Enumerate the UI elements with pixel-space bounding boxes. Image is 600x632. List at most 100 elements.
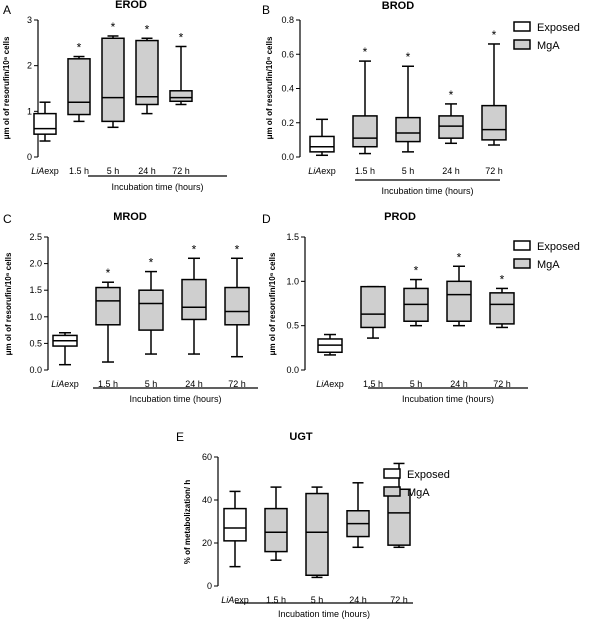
x-tick-label: 5 h [311,595,324,605]
x-axis-label: Incubation time (hours) [111,182,203,192]
box-24h: * [135,22,159,115]
box-1.5h [264,486,288,561]
y-axis-label: μm ol of resorufin/10⁶ cells [268,252,277,355]
box-iqr [169,90,193,103]
y-tick-label: 0.0 [286,365,299,375]
box-liaexp [52,332,78,366]
box-72h [387,462,411,549]
x-tick-label: 1.5 h [355,166,375,176]
box-iqr [309,135,335,153]
x-tick-label: 5 h [145,379,158,389]
box-iqr [360,285,386,329]
legend-label-exposed: Exposed [407,469,450,481]
y-tick-label: 0.0 [29,365,42,375]
y-tick-label: 20 [202,538,212,548]
significance-star: * [363,45,368,59]
chart-title: BROD [382,0,414,12]
chart-ugt: E UGT 0 20 40 60 % of metabolization/ h LiAexp 1… [176,430,450,619]
box-iqr [264,507,288,553]
x-tick-label: 72 h [493,379,511,389]
box-1.5h: * [67,41,91,123]
legend: Exposed MgA [513,21,580,52]
x-tick-label: 24 h [450,379,468,389]
panel-letter: C [3,212,12,226]
x-tick-label: LiAexp [221,595,249,605]
x-axis-label: Incubation time (hours) [381,186,473,196]
y-tick-label: 2.0 [29,259,42,269]
x-tick-label: 24 h [349,595,367,605]
x-axis-label: Incubation time (hours) [129,394,221,404]
box-liaexp [317,333,343,356]
box-24h: * [438,88,464,145]
box-5h [305,486,329,579]
x-tick-label: 1.5 h [363,379,383,389]
legend-label-mga: MgA [537,40,560,52]
y-axis-label: μm ol of resorufin/10⁶ cells [2,36,11,139]
significance-star: * [235,242,240,256]
panel-letter: E [176,430,184,444]
x-tick-label-italic: LiA [31,166,44,176]
x-tick-label-rest: exp [329,379,344,389]
legend-swatch-mga [513,258,531,269]
legend-label-exposed: Exposed [537,22,580,34]
x-tick-label: 5 h [402,166,415,176]
box-iqr [67,58,91,116]
box-iqr [138,289,164,331]
box-iqr [101,37,125,123]
box-iqr [352,115,378,148]
box-5h: * [138,256,164,355]
box-liaexp [33,101,57,142]
box-24h [346,482,370,549]
box-iqr [489,292,515,325]
y-tick-label: 1 [27,106,32,116]
significance-star: * [406,50,411,64]
y-tick-label: 40 [202,495,212,505]
x-tick-label: LiAexp [308,166,336,176]
y-tick-label: 0.0 [281,152,294,162]
box-iqr [446,280,472,322]
box-1.5h: * [95,266,121,363]
box-5h: * [395,50,421,153]
x-tick-label: 1.5 h [98,379,118,389]
chart-title: UGT [289,431,313,443]
x-axis-label: Incubation time (hours) [278,609,370,619]
panel-letter: D [262,212,271,226]
box-iqr [438,115,464,139]
x-tick-label-italic: LiA [308,166,321,176]
y-tick-label: 2.5 [29,232,42,242]
chart-mrod: C MROD 0.0 0.5 1.0 1.5 2.0 2.5 μm ol of resorufi… [3,211,258,404]
y-tick-label: 3 [27,15,32,25]
y-tick-label: 0.6 [281,49,294,59]
significance-star: * [492,28,497,42]
box-iqr [305,492,329,576]
y-tick-label: 2 [27,61,32,71]
x-tick-label-rest: exp [234,595,249,605]
legend-swatch-mga [513,39,531,50]
box-iqr [33,112,57,135]
box-72h: * [169,30,193,106]
significance-star: * [111,20,116,34]
legend-label-exposed: Exposed [537,241,580,253]
x-tick-label: LiAexp [51,379,79,389]
chart-title: PROD [384,211,416,223]
y-tick-label: 1.0 [29,312,42,322]
box-liaexp [223,490,247,568]
box-iqr [223,507,247,542]
y-tick-label: 0 [207,581,212,591]
significance-star: * [179,30,184,44]
legend-swatch-mga [383,486,401,497]
y-axis-label: μm ol of resorufin/10⁶ cells [265,36,274,139]
box-iqr [395,116,421,143]
chart-title: MROD [113,211,147,223]
x-axis-label: Incubation time (hours) [402,394,494,404]
y-tick-label: 0.5 [286,321,299,331]
x-tick-label-italic: LiA [51,379,64,389]
legend: Exposed MgA [383,468,450,499]
chart-erod: A EROD 0 1 2 3 μm ol of resorufin/10⁶ cells LiA… [2,0,227,192]
box-iqr [481,104,507,141]
significance-star: * [149,256,154,270]
y-tick-label: 0 [27,152,32,162]
x-tick-label: 1.5 h [266,595,286,605]
x-tick-label: LiAexp [316,379,344,389]
